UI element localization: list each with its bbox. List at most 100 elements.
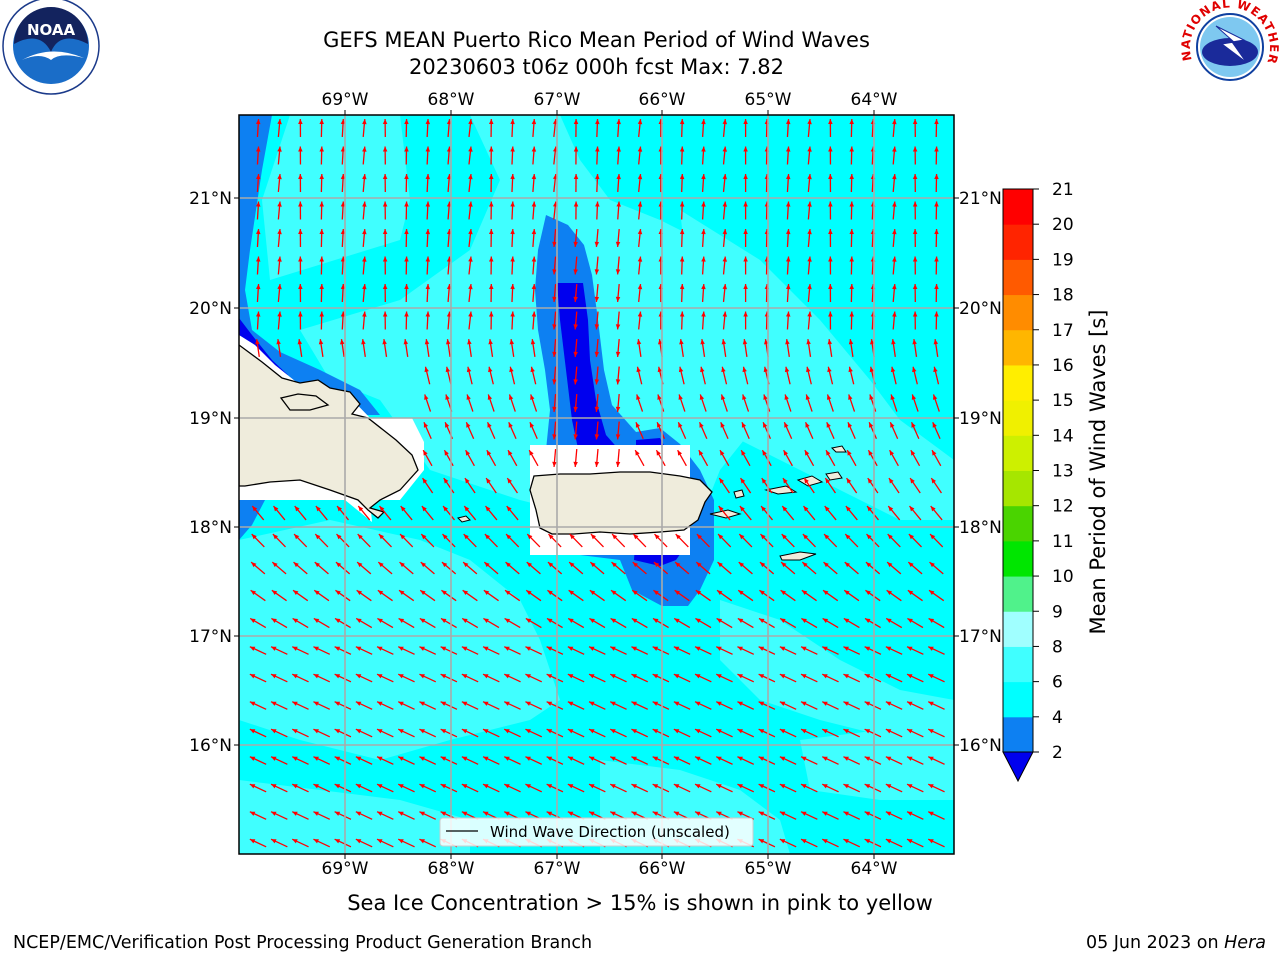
- wind-wave-arrowhead: [294, 506, 300, 512]
- wind-wave-arrowhead: [508, 394, 514, 400]
- wind-wave-arrowhead: [785, 119, 791, 125]
- wind-wave-arrowhead: [552, 351, 557, 357]
- wind-wave-arrowhead: [488, 366, 493, 373]
- wind-wave-arrowhead: [847, 450, 852, 456]
- wind-wave-arrowhead: [377, 811, 383, 816]
- wind-wave-arrowhead: [249, 839, 256, 844]
- wind-wave-arrowhead: [425, 229, 431, 235]
- wind-wave-arrowhead: [488, 339, 493, 345]
- wind-wave-arrowhead: [334, 646, 341, 651]
- colorbar-segment: [1003, 364, 1033, 401]
- wind-wave-arrowhead: [912, 119, 918, 125]
- lon-label-top: 67°W: [534, 90, 581, 110]
- wind-wave-arrowhead: [737, 674, 743, 679]
- wind-wave-arrowhead: [828, 256, 833, 262]
- wind-wave-arrowhead: [885, 729, 892, 734]
- wind-wave-arrowhead: [631, 784, 637, 789]
- wind-wave-arrowhead: [445, 394, 450, 400]
- wind-wave-arrowhead: [907, 756, 913, 761]
- wind-wave-arrowhead: [425, 256, 431, 262]
- wind-wave-arrowhead: [890, 422, 895, 428]
- wind-wave-arrowhead: [779, 646, 786, 651]
- wind-wave-arrowhead: [912, 229, 918, 235]
- wind-wave-arrowhead: [399, 562, 405, 568]
- wind-wave-arrowhead: [720, 394, 726, 400]
- wind-wave-arrowhead: [298, 119, 303, 125]
- wind-wave-arrowhead: [635, 422, 641, 428]
- wind-wave-arrowhead: [716, 811, 722, 816]
- wind-wave-arrowhead: [743, 201, 748, 207]
- wind-wave-arrowhead: [531, 119, 537, 125]
- wind-wave-arrowhead: [277, 256, 282, 262]
- wind-wave-arrowhead: [928, 618, 935, 623]
- wind-wave-arrowhead: [573, 201, 579, 207]
- wind-wave-arrowhead: [891, 339, 896, 345]
- wind-wave-arrowhead: [525, 729, 531, 734]
- colorbar-tick-label: 18: [1052, 286, 1074, 306]
- lon-label-top: 68°W: [428, 90, 475, 110]
- wind-wave-arrowhead: [637, 311, 643, 317]
- wind-wave-arrowhead: [932, 422, 937, 428]
- wind-wave-arrowhead: [615, 324, 621, 330]
- wind-wave-arrowhead: [292, 784, 298, 789]
- wind-wave-arrowhead: [340, 256, 346, 262]
- wind-wave-arrowhead: [828, 119, 833, 125]
- wind-wave-arrowhead: [824, 534, 830, 540]
- wind-wave-arrowhead: [721, 366, 726, 373]
- wind-wave-arrowhead: [589, 646, 595, 651]
- wind-wave-arrowhead: [298, 256, 303, 262]
- wind-wave-arrowhead: [717, 562, 723, 568]
- wind-wave-arrowhead: [277, 311, 282, 317]
- wind-wave-arrowhead: [679, 146, 685, 152]
- wind-wave-arrowhead: [804, 450, 810, 456]
- wind-wave-arrowhead: [785, 174, 791, 180]
- wind-wave-arrowhead: [887, 562, 893, 568]
- wind-wave-arrowhead: [424, 339, 430, 345]
- wind-wave-arrowhead: [700, 339, 705, 345]
- wind-wave-arrowhead: [271, 701, 277, 706]
- wind-wave-arrowhead: [382, 339, 387, 345]
- wind-wave-arrowhead: [465, 450, 471, 456]
- colorbar-tick-label: 13: [1052, 462, 1074, 482]
- wind-wave-arrowhead: [590, 562, 596, 568]
- wind-wave-arrowhead: [340, 229, 346, 235]
- wind-wave-arrowhead: [362, 146, 367, 152]
- lat-label-right: 21°N: [959, 189, 1002, 209]
- colorbar-segment: [1003, 681, 1033, 718]
- wind-wave-arrowhead: [631, 618, 638, 623]
- wind-wave-arrowhead: [742, 339, 748, 345]
- wind-wave-arrowhead: [781, 534, 787, 540]
- wind-wave-arrowhead: [339, 339, 345, 345]
- wind-wave-arrowhead: [334, 701, 341, 706]
- wind-wave-arrowhead: [652, 756, 659, 761]
- wind-wave-arrowhead: [869, 394, 874, 400]
- wind-wave-arrowhead: [807, 201, 812, 207]
- wind-wave-arrowhead: [615, 434, 621, 440]
- wind-wave-arrowhead: [292, 618, 299, 623]
- wind-wave-arrowhead: [249, 674, 256, 679]
- wind-wave-arrowhead: [907, 646, 913, 651]
- wind-wave-arrowhead: [251, 534, 257, 540]
- wind-wave-arrowhead: [440, 674, 447, 679]
- wind-wave-arrowhead: [760, 534, 766, 540]
- wind-wave-arrowhead: [547, 590, 553, 596]
- wind-wave-arrowhead: [462, 590, 469, 596]
- lat-label-right: 19°N: [959, 409, 1002, 429]
- wind-wave-arrowhead: [355, 646, 362, 651]
- wind-wave-arrowhead: [404, 146, 409, 152]
- wind-wave-arrowhead: [463, 562, 469, 568]
- wind-wave-arrowhead: [382, 229, 388, 235]
- wind-wave-arrowhead: [930, 534, 936, 540]
- wind-wave-arrowhead: [423, 422, 429, 428]
- wind-wave-arrowhead: [695, 674, 701, 679]
- wind-wave-arrowhead: [249, 784, 256, 789]
- wind-wave-arrowhead: [334, 839, 341, 844]
- wind-wave-arrowhead: [892, 201, 897, 207]
- wind-wave-arrowhead: [507, 478, 513, 484]
- wind-wave-arrowhead: [931, 478, 937, 484]
- wind-wave-arrowhead: [826, 422, 831, 428]
- colorbar-tick-label: 20: [1052, 215, 1074, 235]
- wind-wave-arrowhead: [334, 784, 341, 789]
- wind-wave-arrowhead: [530, 394, 535, 400]
- wind-wave-arrowhead: [722, 146, 728, 152]
